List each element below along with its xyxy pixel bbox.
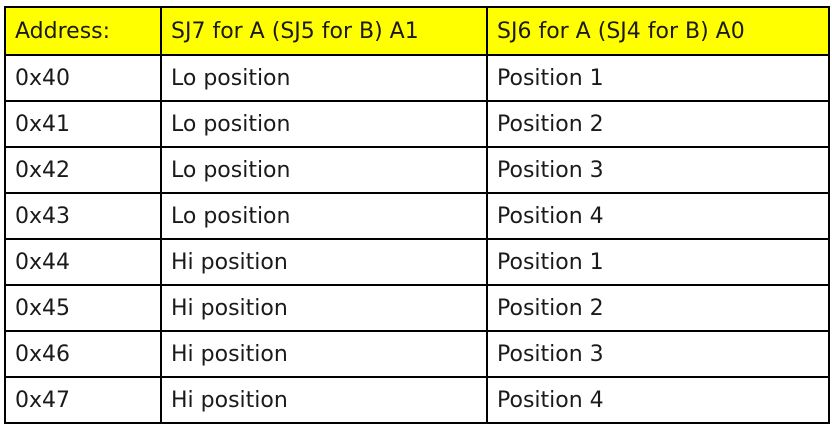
table-row: 0x47 Hi position Position 4 bbox=[4, 376, 830, 424]
address-table: Address: SJ7 for A (SJ5 for B) A1 SJ6 fo… bbox=[4, 6, 830, 424]
cell-a0: Position 1 bbox=[486, 238, 830, 286]
header-a0: SJ6 for A (SJ4 for B) A0 bbox=[486, 6, 830, 56]
cell-a1: Hi position bbox=[160, 330, 488, 378]
cell-a0: Position 2 bbox=[486, 100, 830, 148]
header-address: Address: bbox=[4, 6, 162, 56]
cell-a1: Lo position bbox=[160, 54, 488, 102]
cell-address: 0x47 bbox=[4, 376, 162, 424]
cell-a1: Hi position bbox=[160, 284, 488, 332]
header-a1: SJ7 for A (SJ5 for B) A1 bbox=[160, 6, 488, 56]
cell-address: 0x41 bbox=[4, 100, 162, 148]
table-row: 0x41 Lo position Position 2 bbox=[4, 100, 830, 148]
cell-address: 0x46 bbox=[4, 330, 162, 378]
table-row: 0x42 Lo position Position 3 bbox=[4, 146, 830, 194]
cell-address: 0x43 bbox=[4, 192, 162, 240]
cell-a1: Hi position bbox=[160, 238, 488, 286]
address-table-container: Address: SJ7 for A (SJ5 for B) A1 SJ6 fo… bbox=[4, 6, 830, 424]
cell-address: 0x45 bbox=[4, 284, 162, 332]
table-row: 0x46 Hi position Position 3 bbox=[4, 330, 830, 378]
table-header-row: Address: SJ7 for A (SJ5 for B) A1 SJ6 fo… bbox=[4, 6, 830, 56]
table-row: 0x45 Hi position Position 2 bbox=[4, 284, 830, 332]
cell-a0: Position 2 bbox=[486, 284, 830, 332]
cell-a1: Lo position bbox=[160, 146, 488, 194]
cell-a0: Position 1 bbox=[486, 54, 830, 102]
cell-a0: Position 3 bbox=[486, 146, 830, 194]
cell-a1: Lo position bbox=[160, 100, 488, 148]
cell-a1: Hi position bbox=[160, 376, 488, 424]
table-row: 0x43 Lo position Position 4 bbox=[4, 192, 830, 240]
cell-a0: Position 4 bbox=[486, 192, 830, 240]
table-row: 0x44 Hi position Position 1 bbox=[4, 238, 830, 286]
cell-a1: Lo position bbox=[160, 192, 488, 240]
table-row: 0x40 Lo position Position 1 bbox=[4, 54, 830, 102]
cell-address: 0x42 bbox=[4, 146, 162, 194]
cell-address: 0x40 bbox=[4, 54, 162, 102]
cell-a0: Position 4 bbox=[486, 376, 830, 424]
cell-a0: Position 3 bbox=[486, 330, 830, 378]
cell-address: 0x44 bbox=[4, 238, 162, 286]
